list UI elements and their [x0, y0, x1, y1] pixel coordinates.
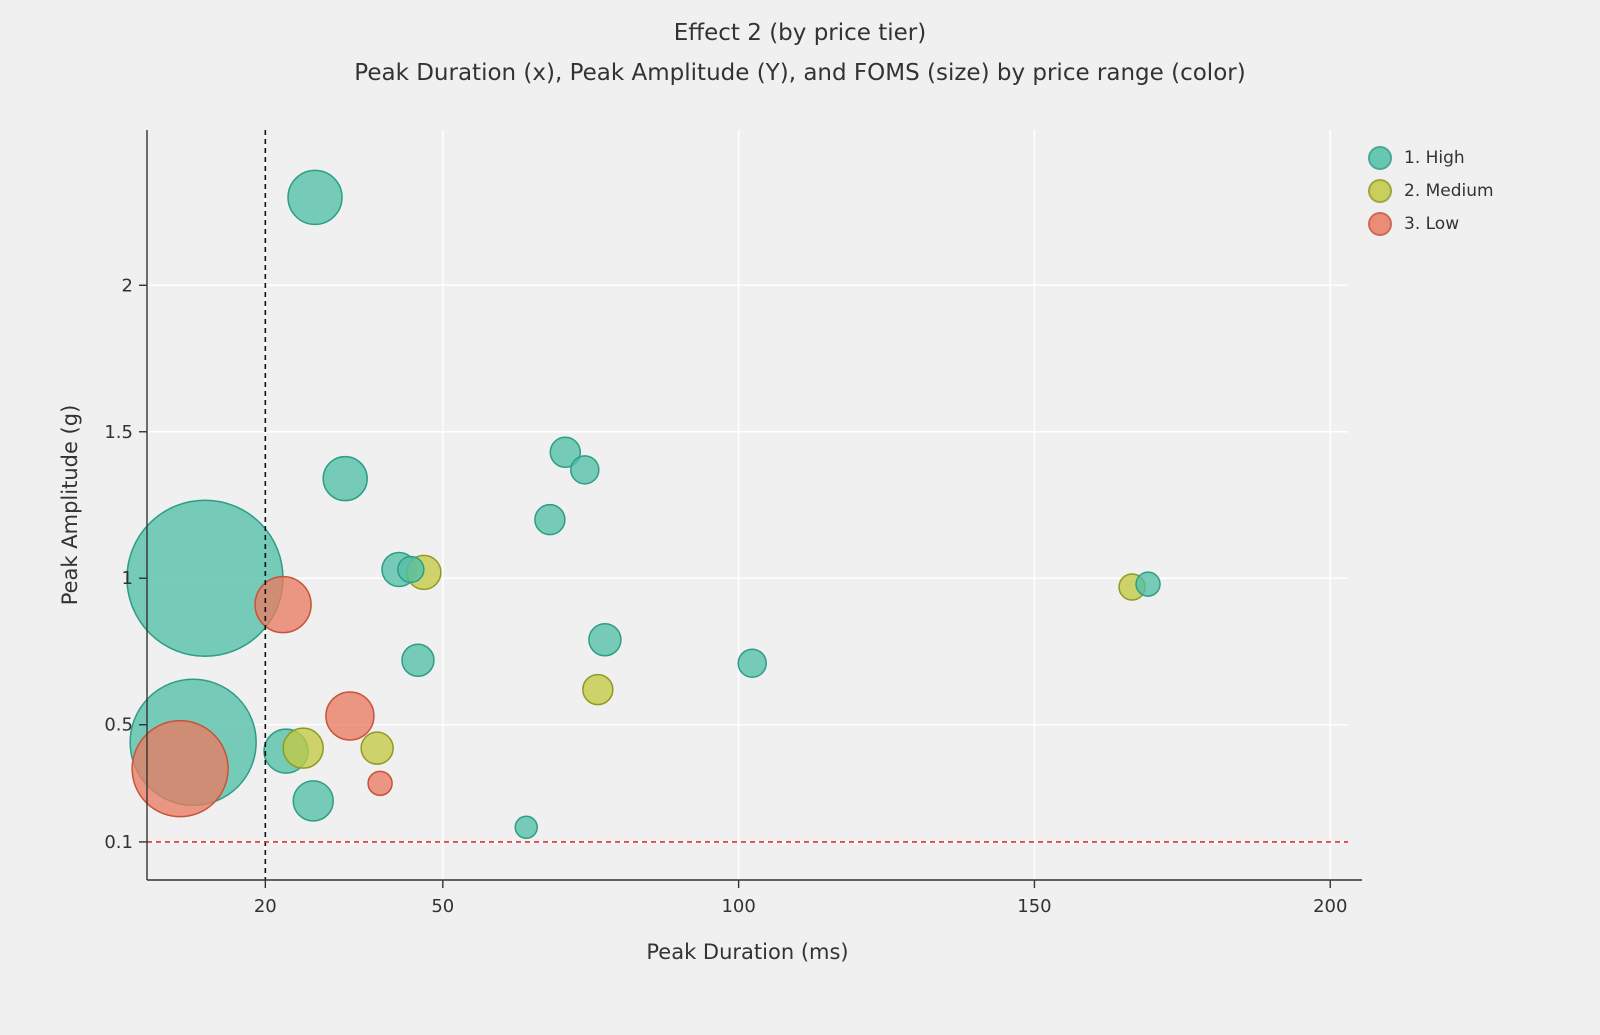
legend-item: 3. Low	[1368, 212, 1494, 236]
x-tick-label: 20	[254, 896, 277, 917]
legend-item: 2. Medium	[1368, 179, 1494, 203]
x-tick-label: 200	[1313, 896, 1347, 917]
bubble	[397, 555, 425, 584]
bubble	[514, 815, 538, 840]
legend-item: 1. High	[1368, 146, 1494, 170]
legend-swatch-icon	[1368, 146, 1392, 170]
bubble	[360, 731, 394, 765]
bubble	[322, 455, 368, 502]
y-tick-label: 0.5	[104, 715, 133, 736]
y-tick-label: 1	[122, 568, 133, 589]
chart-title: Effect 2 (by price tier)	[673, 20, 927, 46]
bubble	[287, 169, 343, 226]
bubble	[367, 770, 393, 797]
legend-label: 2. Medium	[1404, 181, 1494, 201]
y-axis-label: Peak Amplitude (g)	[58, 404, 82, 606]
bubble	[582, 673, 614, 706]
bubble	[549, 436, 582, 469]
bubble	[292, 780, 334, 822]
legend: 1. High 2. Medium 3. Low	[1368, 146, 1494, 236]
legend-label: 3. Low	[1404, 214, 1460, 234]
x-axis-label: Peak Duration (ms)	[646, 940, 849, 964]
bubble	[588, 623, 622, 657]
bubble	[254, 575, 312, 634]
legend-swatch-icon	[1368, 212, 1392, 236]
bubble	[126, 499, 284, 657]
y-tick-label: 0.1	[104, 832, 133, 853]
bubble	[1135, 571, 1161, 597]
bubble	[282, 727, 324, 769]
x-tick-label: 150	[1017, 896, 1051, 917]
bubble	[325, 691, 375, 741]
legend-swatch-icon	[1368, 179, 1392, 203]
bubble	[131, 719, 229, 818]
bubble	[401, 643, 435, 678]
legend-label: 1. High	[1404, 148, 1465, 168]
y-tick-label: 2	[122, 275, 133, 296]
bubble	[570, 455, 600, 485]
chart-subtitle: Peak Duration (x), Peak Amplitude (Y), a…	[354, 60, 1246, 86]
bubble	[737, 648, 767, 678]
bubble	[534, 503, 566, 536]
x-tick-label: 100	[721, 896, 755, 917]
x-tick-label: 50	[431, 896, 454, 917]
y-tick-label: 1.5	[104, 422, 133, 443]
